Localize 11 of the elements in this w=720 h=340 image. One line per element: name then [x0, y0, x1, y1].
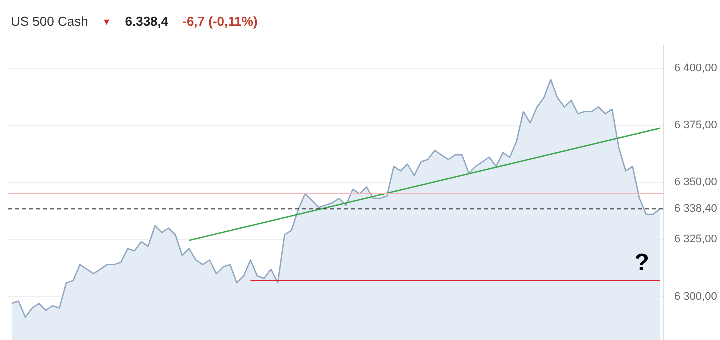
y-tick-label: 6 325,00	[674, 233, 718, 246]
y-tick-label: 6 300,00	[674, 290, 718, 302]
ref-line-label: 6 338,40	[674, 202, 718, 215]
text: -6,7 (-0,11%)	[182, 13, 258, 31]
chart-subtitle: 6.338,4	[125, 13, 169, 31]
text: ▼	[102, 16, 112, 29]
y-tick-label: 6 350,00	[674, 176, 718, 188]
chart-title: US 500 Cash	[11, 13, 88, 31]
annotation: ?	[634, 248, 650, 276]
y-tick-label: 6 400,00	[674, 62, 718, 74]
y-tick-label: 6 375,00	[674, 119, 718, 132]
